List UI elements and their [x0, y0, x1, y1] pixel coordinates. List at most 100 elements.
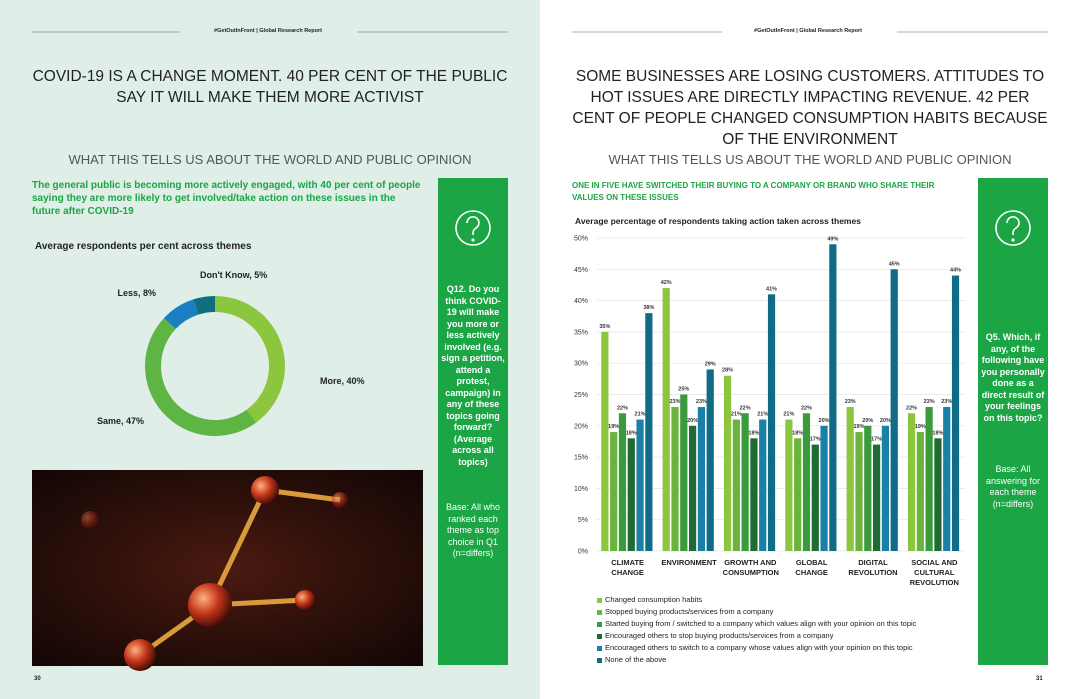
- bar: [732, 419, 740, 551]
- value-label: 20%: [862, 418, 873, 424]
- lead: ONE IN FIVE HAVE SWITCHED THEIR BUYING T…: [572, 181, 935, 202]
- legend-swatch: [597, 610, 602, 615]
- value-label: 44%: [950, 268, 961, 274]
- value-label: 18%: [748, 430, 759, 436]
- bar: [881, 425, 889, 551]
- legend-label: Encouraged others to switch to a company…: [605, 643, 913, 652]
- value-label: 49%: [827, 236, 838, 242]
- header: #GetOutInFront | Global Research Report: [214, 28, 322, 34]
- question-icon: [455, 210, 491, 246]
- lead: The general public is becoming more acti…: [32, 180, 421, 217]
- segment-label: More, 40%: [320, 376, 365, 386]
- bar: [916, 432, 924, 551]
- value-label: 28%: [722, 368, 733, 374]
- value-label: 18%: [626, 430, 637, 436]
- bar: [943, 407, 951, 551]
- bar: [934, 438, 942, 551]
- value-label: 38%: [643, 305, 654, 311]
- value-label: 25%: [678, 387, 689, 393]
- question: Q12. Do you think COVID-19 will make you…: [441, 284, 505, 467]
- segment-label: Less, 8%: [117, 288, 156, 298]
- legend-label: Stopped buying products/services from a …: [605, 607, 774, 616]
- x-tick-label: GROWTH AND CONSUMPTION: [722, 558, 779, 577]
- bar: [759, 419, 767, 551]
- value-label: 19%: [853, 424, 864, 430]
- value-label: 23%: [941, 399, 952, 405]
- value-label: 22%: [740, 405, 751, 411]
- bar: [680, 394, 688, 551]
- value-label: 21%: [783, 412, 794, 418]
- y-tick-label: 20%: [574, 423, 588, 430]
- bar: [750, 438, 758, 551]
- page-number: 31: [1036, 676, 1043, 682]
- x-tick-label: DIGITAL REVOLUTION: [848, 558, 898, 577]
- bar: [951, 275, 960, 551]
- question: Q5. Which, if any, of the following have…: [981, 332, 1045, 423]
- question-icon: [995, 210, 1031, 246]
- bar: [811, 444, 819, 551]
- bar: [618, 413, 627, 551]
- value-label: 35%: [599, 324, 610, 330]
- legend-swatch: [597, 658, 602, 663]
- value-label: 23%: [696, 399, 707, 405]
- value-label: 17%: [810, 437, 821, 443]
- bar: [662, 288, 670, 551]
- bar: [636, 419, 644, 551]
- bar: [829, 244, 837, 551]
- value-label: 23%: [924, 399, 935, 405]
- x-tick-label: CLIMATE CHANGE: [611, 558, 645, 577]
- bar: [627, 438, 635, 551]
- value-label: 20%: [880, 418, 891, 424]
- donut-segment: [144, 318, 257, 437]
- value-label: 23%: [669, 399, 680, 405]
- y-tick-label: 10%: [574, 486, 588, 493]
- legend-label: None of the above: [605, 655, 667, 664]
- legend-label: Encouraged others to stop buying product…: [605, 631, 834, 640]
- y-tick-label: 40%: [574, 298, 588, 305]
- bar: [855, 432, 863, 551]
- value-label: 17%: [871, 437, 882, 443]
- y-tick-label: 25%: [574, 392, 588, 399]
- header: #GetOutInFront | Global Research Report: [754, 28, 862, 34]
- value-label: 22%: [801, 405, 812, 411]
- segment-label: Don't Know, 5%: [200, 270, 268, 280]
- subtitle: WHAT THIS TELLS US ABOUT THE WORLD AND P…: [68, 152, 472, 167]
- sidebar: [438, 178, 508, 665]
- chart-title: Average percentage of respondents taking…: [575, 216, 861, 226]
- y-tick-label: 0%: [578, 549, 588, 556]
- bar: [846, 407, 854, 551]
- bar: [697, 407, 705, 551]
- bar: [723, 375, 732, 551]
- base-note: Base: All answering for each theme (n=di…: [985, 464, 1041, 509]
- bar: [864, 425, 872, 551]
- y-tick-label: 45%: [574, 267, 588, 274]
- x-tick-label: SOCIAL AND CULTURAL REVOLUTION: [909, 558, 959, 587]
- bar: [645, 313, 653, 551]
- y-tick-label: 30%: [574, 361, 588, 368]
- bar: [706, 369, 714, 551]
- value-label: 21%: [757, 412, 768, 418]
- value-label: 22%: [906, 405, 917, 411]
- bar: [601, 331, 609, 551]
- value-label: 23%: [845, 399, 856, 405]
- value-label: 41%: [766, 286, 777, 292]
- page-title: SOME BUSINESSES ARE LOSING CUSTOMERS. AT…: [572, 68, 1048, 148]
- y-tick-label: 15%: [574, 455, 588, 462]
- value-label: 19%: [915, 424, 926, 430]
- bar: [741, 413, 749, 551]
- value-label: 42%: [661, 280, 672, 286]
- x-tick-label: GLOBAL CHANGE: [795, 558, 828, 577]
- legend-swatch: [597, 622, 602, 627]
- legend-label: Started buying from / switched to a comp…: [605, 619, 917, 628]
- value-label: 45%: [889, 261, 900, 267]
- bar: [820, 425, 828, 551]
- bar: [689, 425, 697, 551]
- bar: [767, 294, 776, 551]
- sidebar: [978, 178, 1048, 665]
- y-tick-label: 35%: [574, 329, 588, 336]
- bar: [925, 407, 933, 551]
- x-tick-label: ENVIRONMENT: [661, 558, 717, 567]
- bar: [785, 419, 793, 551]
